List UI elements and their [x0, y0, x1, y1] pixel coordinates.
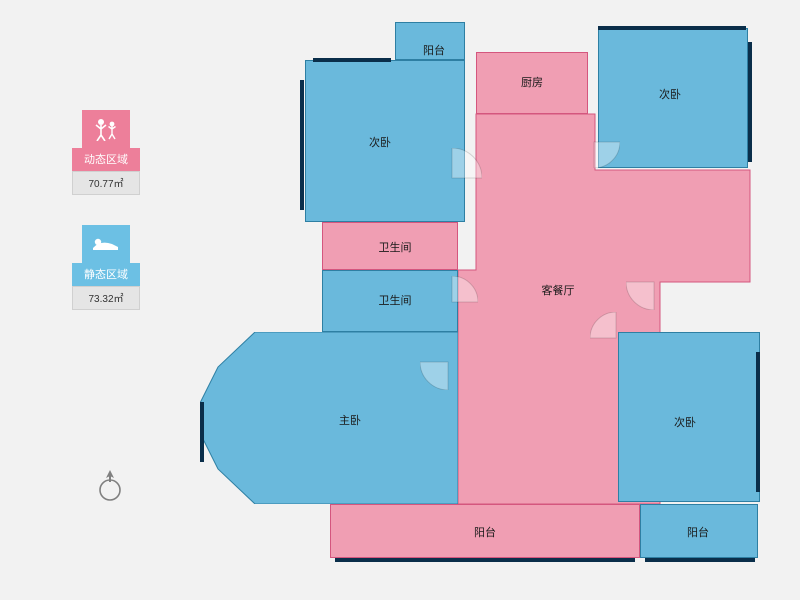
- legend: 动态区域 70.77㎡ 静态区域 73.32㎡: [72, 110, 140, 340]
- room-label-balcony-bottom-right: 阳台: [687, 524, 709, 540]
- sleep-icon: [82, 225, 130, 263]
- window-0: [313, 58, 391, 62]
- window-7: [645, 558, 755, 562]
- door-arc-5: [420, 334, 476, 390]
- legend-dynamic: 动态区域 70.77㎡: [72, 110, 140, 195]
- floorplan: 阳台次卧厨房次卧客餐厅卫生间卫生间主卧次卧阳台阳台: [200, 22, 760, 577]
- window-2: [300, 80, 304, 210]
- people-icon: [82, 110, 130, 148]
- room-label-living-dining: 客餐厅: [542, 282, 575, 298]
- legend-static: 静态区域 73.32㎡: [72, 225, 140, 310]
- door-arc-2: [568, 116, 620, 168]
- window-4: [200, 402, 204, 462]
- legend-static-label: 静态区域: [72, 263, 140, 286]
- room-label-bedroom2-right-top: 次卧: [659, 86, 681, 102]
- window-6: [335, 558, 635, 562]
- legend-static-value: 73.32㎡: [72, 286, 140, 310]
- window-5: [756, 352, 760, 492]
- room-label-bath2: 卫生间: [379, 292, 412, 308]
- door-arc-3: [626, 254, 682, 310]
- legend-dynamic-label: 动态区域: [72, 148, 140, 171]
- door-arc-1: [426, 276, 478, 328]
- room-label-bedroom2-right-bottom: 次卧: [674, 414, 696, 430]
- compass-icon: [95, 468, 125, 504]
- room-label-bath1: 卫生间: [379, 239, 412, 255]
- door-arc-0: [422, 148, 482, 208]
- legend-dynamic-value: 70.77㎡: [72, 171, 140, 195]
- window-3: [748, 42, 752, 162]
- room-label-balcony-top: 阳台: [423, 42, 445, 58]
- door-arc-4: [590, 312, 642, 364]
- room-label-kitchen: 厨房: [521, 74, 543, 90]
- room-label-bedroom2-top: 次卧: [369, 134, 391, 150]
- room-label-balcony-bottom: 阳台: [474, 524, 496, 540]
- window-1: [598, 26, 746, 30]
- room-label-master-bedroom: 主卧: [339, 412, 361, 428]
